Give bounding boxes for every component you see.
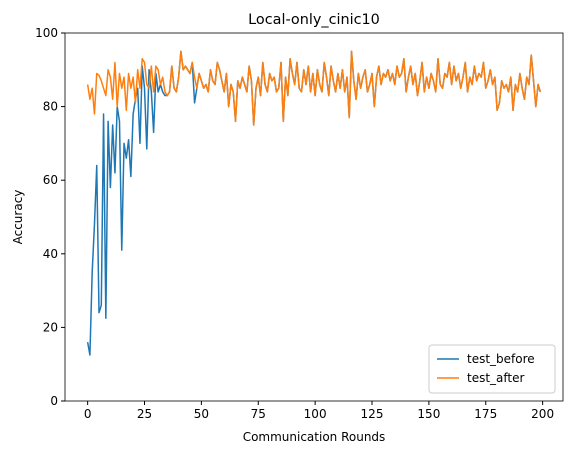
x-tick-label: 200 [531,407,554,421]
legend-label: test_before [467,352,535,366]
y-axis-label: Accuracy [11,190,25,245]
y-tick-label: 0 [50,394,58,408]
legend-label: test_after [467,371,525,385]
x-axis-label: Communication Rounds [243,430,386,444]
x-tick-label: 100 [304,407,327,421]
x-tick-label: 175 [474,407,497,421]
y-tick-label: 100 [35,26,58,40]
chart-title: Local-only_cinic10 [248,12,380,28]
x-tick-label: 0 [84,407,92,421]
plot-frame [64,32,564,402]
y-tick-label: 40 [43,247,58,261]
y-tick-label: 80 [43,100,58,114]
x-tick-label: 125 [361,407,384,421]
x-tick-label: 75 [251,407,266,421]
y-tick-label: 20 [43,320,58,334]
legend-box [428,344,556,394]
x-tick-label: 25 [137,407,152,421]
series-line [86,50,542,126]
y-tick-label: 60 [43,173,58,187]
x-tick-label: 50 [194,407,209,421]
x-tick-label: 150 [417,407,440,421]
